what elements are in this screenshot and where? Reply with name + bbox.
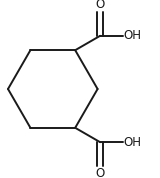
Text: O: O (96, 0, 105, 11)
Text: OH: OH (123, 136, 141, 149)
Text: O: O (96, 167, 105, 178)
Text: OH: OH (123, 29, 141, 42)
